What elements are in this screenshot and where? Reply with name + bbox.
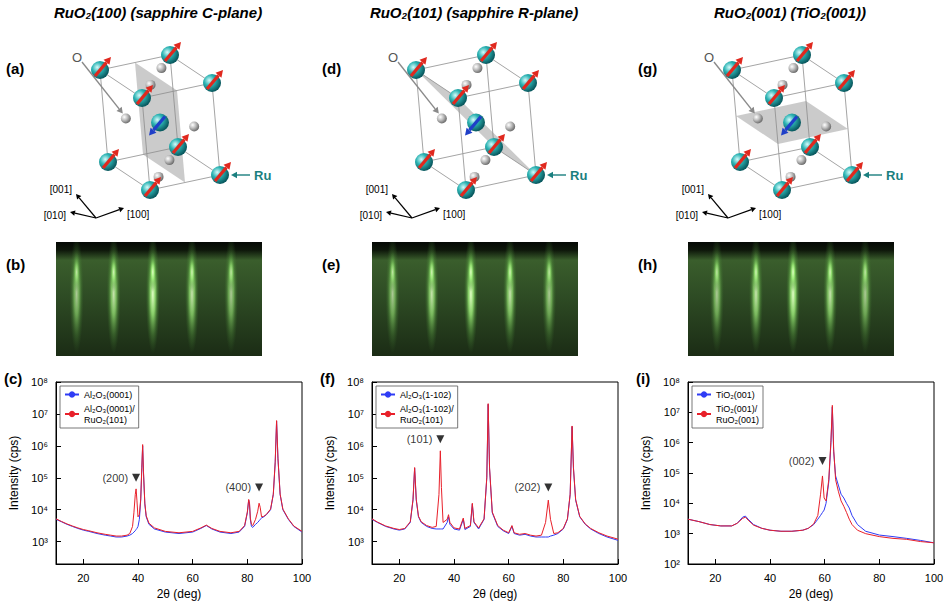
svg-text:(202): (202) [515, 481, 541, 493]
svg-text:10²: 10² [664, 558, 680, 570]
svg-text:RuO₂(101): RuO₂(101) [84, 415, 127, 425]
svg-text:O: O [704, 50, 714, 65]
svg-text:Ru: Ru [570, 168, 587, 183]
svg-text:Al₂O₃(0001): Al₂O₃(0001) [84, 390, 132, 400]
svg-text:Intensity (cps): Intensity (cps) [639, 436, 653, 511]
html-text:(f): (f) [320, 370, 335, 387]
svg-text:[100]: [100] [443, 209, 465, 220]
svg-text:40: 40 [448, 572, 460, 584]
svg-text:(400): (400) [225, 481, 251, 493]
svg-text:10⁸: 10⁸ [347, 376, 364, 388]
html-text:(g): (g) [638, 60, 658, 77]
svg-text:Al₂O₃(1-102): Al₂O₃(1-102) [400, 390, 451, 400]
svg-text:2θ (deg): 2θ (deg) [789, 587, 834, 601]
svg-text:RuO₂(001): RuO₂(001) [716, 415, 759, 425]
svg-text:2θ (deg): 2θ (deg) [473, 587, 518, 601]
html-text:(e): (e) [322, 256, 341, 273]
svg-text:80: 80 [873, 572, 885, 584]
svg-text:10⁴: 10⁴ [663, 497, 680, 509]
svg-text:TiO₂(001)/: TiO₂(001)/ [716, 404, 758, 414]
svg-text:40: 40 [764, 572, 776, 584]
svg-text:(200): (200) [102, 472, 128, 484]
svg-text:10⁶: 10⁶ [663, 437, 680, 449]
svg-text:10³: 10³ [32, 536, 48, 548]
svg-text:O: O [388, 50, 398, 65]
html-text:(d): (d) [322, 60, 342, 77]
svg-text:[100]: [100] [127, 209, 149, 220]
svg-text:(101): (101) [407, 433, 433, 445]
html-text:(i): (i) [636, 370, 651, 387]
svg-text:Ru: Ru [254, 168, 271, 183]
svg-text:(002): (002) [789, 455, 815, 467]
svg-text:80: 80 [557, 572, 569, 584]
html-text:RuO₂(100) (sapphire C-plane): RuO₂(100) (sapphire C-plane) [53, 4, 263, 21]
svg-text:Intensity (cps): Intensity (cps) [7, 436, 21, 511]
html-text:RuO₂(001) (TiO₂(001)): RuO₂(001) (TiO₂(001)) [714, 4, 866, 21]
svg-text:10⁸: 10⁸ [663, 376, 680, 388]
html-text:(h): (h) [638, 256, 658, 273]
svg-text:Al₂O₃(0001)/: Al₂O₃(0001)/ [84, 404, 135, 414]
svg-text:[100]: [100] [759, 209, 781, 220]
svg-text:[001]: [001] [366, 184, 388, 195]
svg-text:20: 20 [709, 572, 721, 584]
svg-text:2θ (deg): 2θ (deg) [157, 587, 202, 601]
svg-text:10⁸: 10⁸ [31, 376, 48, 388]
svg-text:60: 60 [503, 572, 515, 584]
svg-text:TiO₂(001): TiO₂(001) [716, 390, 755, 400]
svg-text:10⁵: 10⁵ [663, 467, 680, 479]
svg-text:[010]: [010] [44, 210, 66, 221]
svg-text:10⁶: 10⁶ [347, 440, 364, 452]
svg-text:60: 60 [187, 572, 199, 584]
svg-text:80: 80 [241, 572, 253, 584]
svg-text:10⁴: 10⁴ [31, 504, 48, 516]
html-text:RuO₂(101) (sapphire R-plane): RuO₂(101) (sapphire R-plane) [369, 4, 579, 21]
svg-text:10³: 10³ [348, 536, 364, 548]
html-text:(c): (c) [4, 370, 23, 387]
svg-text:100: 100 [925, 572, 943, 584]
html-text:(b): (b) [6, 256, 26, 273]
svg-text:40: 40 [132, 572, 144, 584]
svg-text:[010]: [010] [360, 210, 382, 221]
html-text:(a): (a) [6, 60, 25, 77]
svg-text:10⁷: 10⁷ [32, 408, 48, 420]
svg-text:10⁷: 10⁷ [664, 406, 680, 418]
svg-text:Al₂O₃(1-102)/: Al₂O₃(1-102)/ [400, 404, 454, 414]
svg-text:[001]: [001] [50, 184, 72, 195]
svg-text:10⁷: 10⁷ [348, 408, 364, 420]
svg-text:Intensity (cps): Intensity (cps) [323, 436, 337, 511]
svg-text:10³: 10³ [664, 528, 680, 540]
svg-text:10⁵: 10⁵ [347, 472, 364, 484]
svg-text:20: 20 [393, 572, 405, 584]
svg-text:[001]: [001] [682, 184, 704, 195]
svg-text:[010]: [010] [676, 210, 698, 221]
svg-text:60: 60 [819, 572, 831, 584]
svg-text:O: O [72, 50, 82, 65]
svg-text:RuO₂(101): RuO₂(101) [400, 415, 443, 425]
svg-text:100: 100 [293, 572, 311, 584]
svg-text:10⁵: 10⁵ [31, 472, 48, 484]
svg-text:Ru: Ru [886, 168, 903, 183]
svg-text:20: 20 [77, 572, 89, 584]
svg-text:10⁴: 10⁴ [347, 504, 364, 516]
svg-text:100: 100 [609, 572, 627, 584]
svg-text:10⁶: 10⁶ [31, 440, 48, 452]
